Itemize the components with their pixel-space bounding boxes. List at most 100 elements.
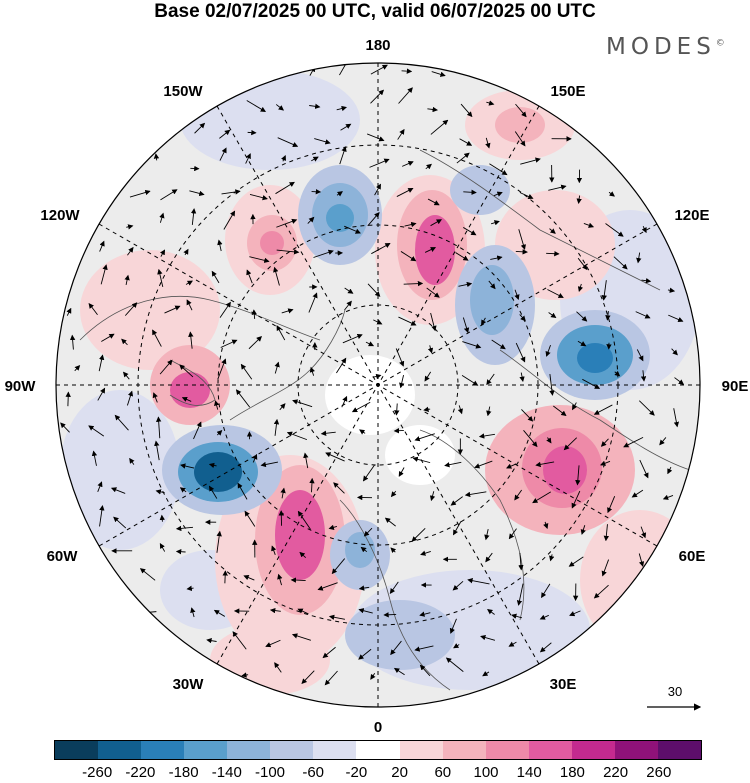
page-title: Base 02/07/2025 00 UTC, valid 06/07/2025…: [154, 1, 596, 22]
wind-vector: [183, 248, 189, 256]
wind-vector: [535, 461, 555, 468]
colorbar-swatch: [571, 741, 615, 759]
wind-vector: [464, 491, 487, 498]
colorbar-tick-label: -100: [254, 764, 286, 781]
wind-vector: [309, 477, 315, 493]
wind-vector: [674, 377, 685, 385]
wind-vector: [486, 100, 495, 106]
wind-vector: [362, 464, 376, 482]
wind-vector: [461, 374, 479, 386]
wind-vector: [478, 433, 495, 439]
wind-vector: [489, 163, 508, 176]
colorbar-tick-label: -260: [82, 764, 113, 781]
wind-vector: [414, 645, 434, 652]
wind-vector: [419, 611, 431, 617]
wind-vector: [371, 243, 391, 255]
wind-vector: [366, 133, 385, 142]
wind-vector: [400, 251, 417, 262]
wind-vector: [427, 106, 438, 113]
wind-vector: [423, 406, 431, 412]
wind-vector: [303, 452, 309, 469]
wind-vector: [631, 489, 644, 498]
wind-vector: [273, 266, 280, 286]
wind-vector: [393, 667, 405, 676]
wind-vector: [100, 264, 108, 285]
wind-vector: [546, 437, 552, 444]
graticule: [56, 63, 700, 707]
wind-vector: [508, 528, 517, 540]
wind-vector: [110, 487, 126, 494]
wind-vector: [273, 418, 280, 436]
wind-vector: [241, 672, 249, 678]
lon-label-120e: 120E: [674, 207, 709, 224]
wind-vector: [313, 249, 334, 258]
wind-vector: [490, 220, 500, 226]
wind-vector: [341, 395, 348, 408]
wind-vector: [351, 401, 371, 413]
wind-vector: [593, 404, 613, 415]
wind-vector: [635, 311, 651, 319]
wind-vector: [539, 642, 552, 653]
wind-vector: [213, 609, 226, 617]
wind-vector: [216, 429, 223, 436]
wind-vector: [367, 283, 381, 297]
wind-vector: [246, 100, 267, 112]
wind-vector: [390, 490, 397, 498]
wind-vector: [160, 189, 178, 201]
wind-vector: [600, 438, 609, 447]
wind-vector: [66, 307, 72, 316]
wind-vector: [640, 370, 647, 382]
lon-label-90w: 90W: [5, 378, 37, 395]
colorbar-swatch: [657, 741, 701, 759]
wind-vector: [274, 361, 280, 374]
wind-vector: [129, 189, 151, 198]
wind-vector: [456, 152, 470, 164]
colorbar-swatch: [614, 741, 658, 759]
wind-vector: [189, 190, 205, 197]
wind-vector: [467, 578, 490, 585]
wind-vector: [546, 250, 560, 257]
wind-vector: [240, 363, 253, 380]
wind-vector: [154, 440, 160, 461]
colorbar-swatch: [528, 741, 572, 759]
wind-vector: [299, 551, 307, 559]
wind-vector: [667, 287, 676, 293]
wind-vector: [159, 212, 165, 223]
wind-vector: [576, 311, 588, 322]
wind-vector: [636, 252, 642, 264]
wind-vector: [185, 280, 193, 286]
wind-vector: [339, 146, 347, 165]
colorbar-tick-label: 220: [603, 764, 629, 781]
wind-vector: [491, 339, 506, 350]
wind-vector: [269, 607, 281, 614]
wind-vector: [547, 289, 564, 298]
wind-vector: [365, 341, 375, 347]
reference-vector-value: 30: [668, 684, 682, 699]
wind-vector: [358, 608, 373, 614]
wind-vector: [99, 505, 105, 527]
wind-vector: [180, 463, 195, 469]
wind-vector: [576, 195, 582, 205]
wind-vector: [290, 577, 306, 583]
wind-vector: [593, 584, 609, 599]
wind-vector: [179, 487, 187, 493]
wind-vector: [511, 613, 523, 619]
colorbar-swatch: [184, 741, 228, 759]
wind-vector: [243, 575, 255, 581]
wind-vector: [571, 490, 581, 509]
colorbar-tick-label: -180: [168, 764, 199, 781]
lon-label-120w: 120W: [40, 207, 80, 224]
wind-vector: [605, 310, 611, 321]
wind-vector: [97, 481, 103, 492]
wind-vector: [671, 348, 678, 356]
wind-vector: [91, 450, 98, 466]
wind-vector: [333, 482, 345, 494]
wind-vector: [659, 437, 667, 446]
wind-vector: [397, 128, 405, 140]
wind-vector: [450, 496, 463, 506]
wind-vector: [249, 256, 270, 263]
colorbar-swatch: [98, 741, 142, 759]
wind-vector: [520, 157, 541, 165]
colorbar-tick-label: -20: [345, 764, 368, 781]
wind-vector: [159, 514, 165, 522]
